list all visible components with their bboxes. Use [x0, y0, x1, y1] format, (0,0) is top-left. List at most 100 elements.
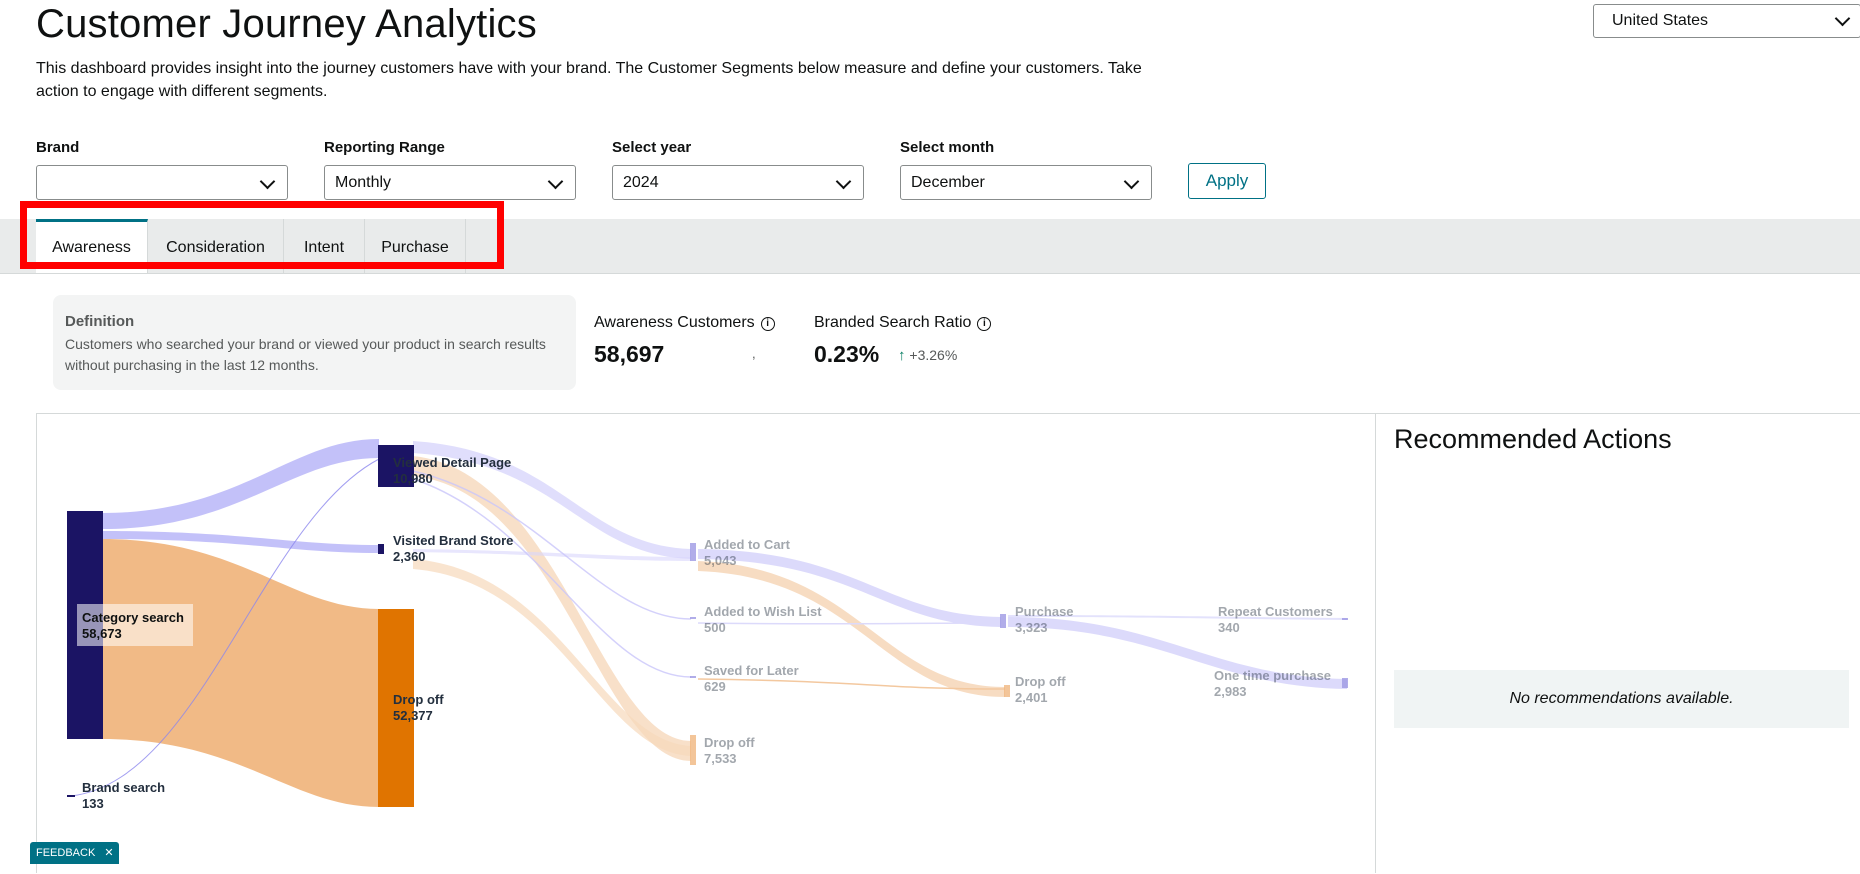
node-one-time-purchase[interactable] [1342, 678, 1348, 688]
value-added-to-wishlist: 500 [704, 620, 726, 635]
chevron-down-icon [835, 173, 852, 190]
chevron-down-icon [1123, 173, 1140, 190]
flow-detail-to-cart [413, 441, 691, 559]
tab-purchase[interactable]: Purchase [365, 219, 466, 273]
label-bg-category [77, 604, 193, 646]
flow-category-to-detail [103, 439, 379, 529]
node-dropoff-3[interactable] [1004, 685, 1010, 697]
value-dropoff-3: 2,401 [1015, 690, 1048, 705]
label-added-to-wishlist: Added to Wish List [704, 604, 822, 619]
branded-search-ratio-delta: ↑ +3.26% [898, 347, 957, 364]
close-icon[interactable]: ✕ [104, 847, 114, 859]
value-category-search: 58,673 [82, 626, 122, 641]
label-dropoff-1: Drop off [393, 692, 444, 707]
tab-awareness[interactable]: Awareness [36, 219, 148, 273]
delta-value: +3.26% [909, 347, 958, 363]
flow-purchase-to-onetime [1008, 617, 1347, 689]
awareness-customers-label-text: Awareness Customers [594, 314, 755, 331]
flow-wishlist-to-purchase [697, 622, 1002, 625]
arrow-up-icon: ↑ [898, 347, 906, 364]
reporting-range-label: Reporting Range [324, 139, 445, 156]
label-brand-search: Brand search [82, 780, 165, 795]
awareness-customers-label: Awareness Customers i [594, 314, 775, 332]
label-dropoff-3: Drop off [1015, 674, 1066, 689]
value-dropoff-1: 52,377 [393, 708, 433, 723]
chevron-down-icon [259, 173, 276, 190]
country-select[interactable]: United States [1593, 4, 1860, 38]
info-icon[interactable]: i [760, 317, 775, 331]
flow-cart-to-purchase [698, 549, 1001, 627]
definition-card: Definition Customers who searched your b… [53, 295, 576, 390]
node-added-to-cart[interactable] [690, 543, 696, 561]
branded-search-ratio-value: 0.23% [814, 341, 880, 367]
node-repeat-customers[interactable] [1342, 618, 1348, 620]
tab-bar: Awareness Consideration Intent Purchase [0, 219, 1860, 274]
value-repeat-customers: 340 [1218, 620, 1240, 635]
node-viewed-detail-page[interactable] [378, 445, 414, 487]
definition-heading: Definition [65, 313, 135, 330]
apply-button[interactable]: Apply [1188, 163, 1266, 199]
feedback-button[interactable]: FEEDBACK ✕ [30, 842, 119, 864]
value-saved-for-later: 629 [704, 679, 726, 694]
page-description: This dashboard provides insight into the… [36, 60, 1142, 100]
flow-savedlater-to-dropoff [697, 678, 1006, 690]
select-year-label: Select year [612, 139, 692, 156]
node-brand-search[interactable] [67, 795, 75, 797]
brand-label: Brand [36, 139, 80, 156]
node-saved-for-later[interactable] [690, 676, 696, 678]
node-added-to-wishlist[interactable] [690, 617, 696, 619]
tab-consideration[interactable]: Consideration [148, 219, 284, 273]
flow-brandstore-to-cart [413, 549, 691, 561]
node-visited-brand-store[interactable] [378, 544, 384, 554]
journey-sankey-panel: Category search 58,673 Brand search 133 … [36, 413, 1376, 873]
brand-select[interactable] [36, 165, 288, 200]
label-purchase: Purchase [1015, 604, 1074, 619]
branded-search-ratio-label: Branded Search Ratio i [814, 314, 992, 332]
value-added-to-cart: 5,043 [704, 553, 737, 568]
no-recommendations-message: No recommendations available. [1394, 670, 1849, 728]
awareness-customers-value: 58,697 [594, 341, 665, 367]
awareness-sparkline-tick: , [752, 346, 756, 361]
definition-body: Customers who searched your brand or vie… [65, 336, 546, 373]
flow-detail-to-dropoff [413, 456, 691, 761]
flow-category-to-dropoff [103, 539, 379, 807]
flow-detail-to-wishlist [412, 470, 692, 620]
select-month-label: Select month [900, 139, 995, 156]
flow-brand-to-detail [70, 458, 380, 797]
value-dropoff-2: 7,533 [704, 751, 737, 766]
tab-intent[interactable]: Intent [284, 219, 365, 273]
feedback-label: FEEDBACK [36, 847, 96, 859]
label-saved-for-later: Saved for Later [704, 663, 799, 678]
select-month-value: December [911, 174, 985, 191]
value-one-time-purchase: 2,983 [1214, 684, 1247, 699]
recommended-actions-panel [1376, 413, 1860, 874]
reporting-range-value: Monthly [335, 174, 392, 191]
label-dropoff-2: Drop off [704, 735, 755, 750]
flow-purchase-to-repeat [1008, 615, 1347, 620]
select-year-select[interactable]: 2024 [612, 165, 864, 200]
label-category-search: Category search [82, 610, 184, 625]
info-icon[interactable]: i [977, 317, 992, 331]
select-month-select[interactable]: December [900, 165, 1152, 200]
label-visited-brand-store: Visited Brand Store [393, 533, 513, 548]
flow-detail-to-savedlater [412, 478, 692, 678]
page-title: Customer Journey Analytics [36, 2, 537, 46]
journey-sankey: Category search 58,673 Brand search 133 … [67, 439, 1348, 811]
label-one-time-purchase: One time purchase [1214, 668, 1331, 683]
branded-search-ratio-label-text: Branded Search Ratio [814, 314, 972, 331]
label-viewed-detail-page: Viewed Detail Page [393, 455, 511, 470]
value-brand-search: 133 [82, 796, 104, 811]
value-visited-brand-store: 2,360 [393, 549, 426, 564]
flow-category-to-brandstore [103, 531, 379, 553]
country-select-value: United States [1612, 12, 1709, 29]
value-viewed-detail-page: 10,980 [393, 471, 433, 486]
value-purchase: 3,323 [1015, 620, 1048, 635]
label-repeat-customers: Repeat Customers [1218, 604, 1333, 619]
node-dropoff-1[interactable] [378, 609, 414, 807]
node-dropoff-2[interactable] [690, 735, 696, 765]
label-added-to-cart: Added to Cart [704, 537, 791, 552]
reporting-range-select[interactable]: Monthly [324, 165, 576, 200]
select-year-value: 2024 [623, 174, 659, 191]
chevron-down-icon [1834, 10, 1851, 27]
node-purchase[interactable] [1000, 614, 1006, 628]
